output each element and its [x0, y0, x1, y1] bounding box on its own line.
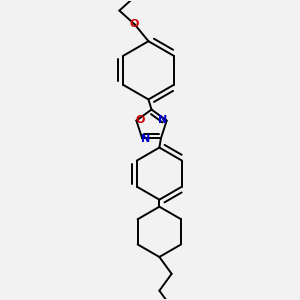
Text: N: N [158, 115, 168, 125]
Text: N: N [141, 134, 151, 144]
Text: O: O [130, 20, 140, 29]
Text: O: O [135, 115, 145, 125]
